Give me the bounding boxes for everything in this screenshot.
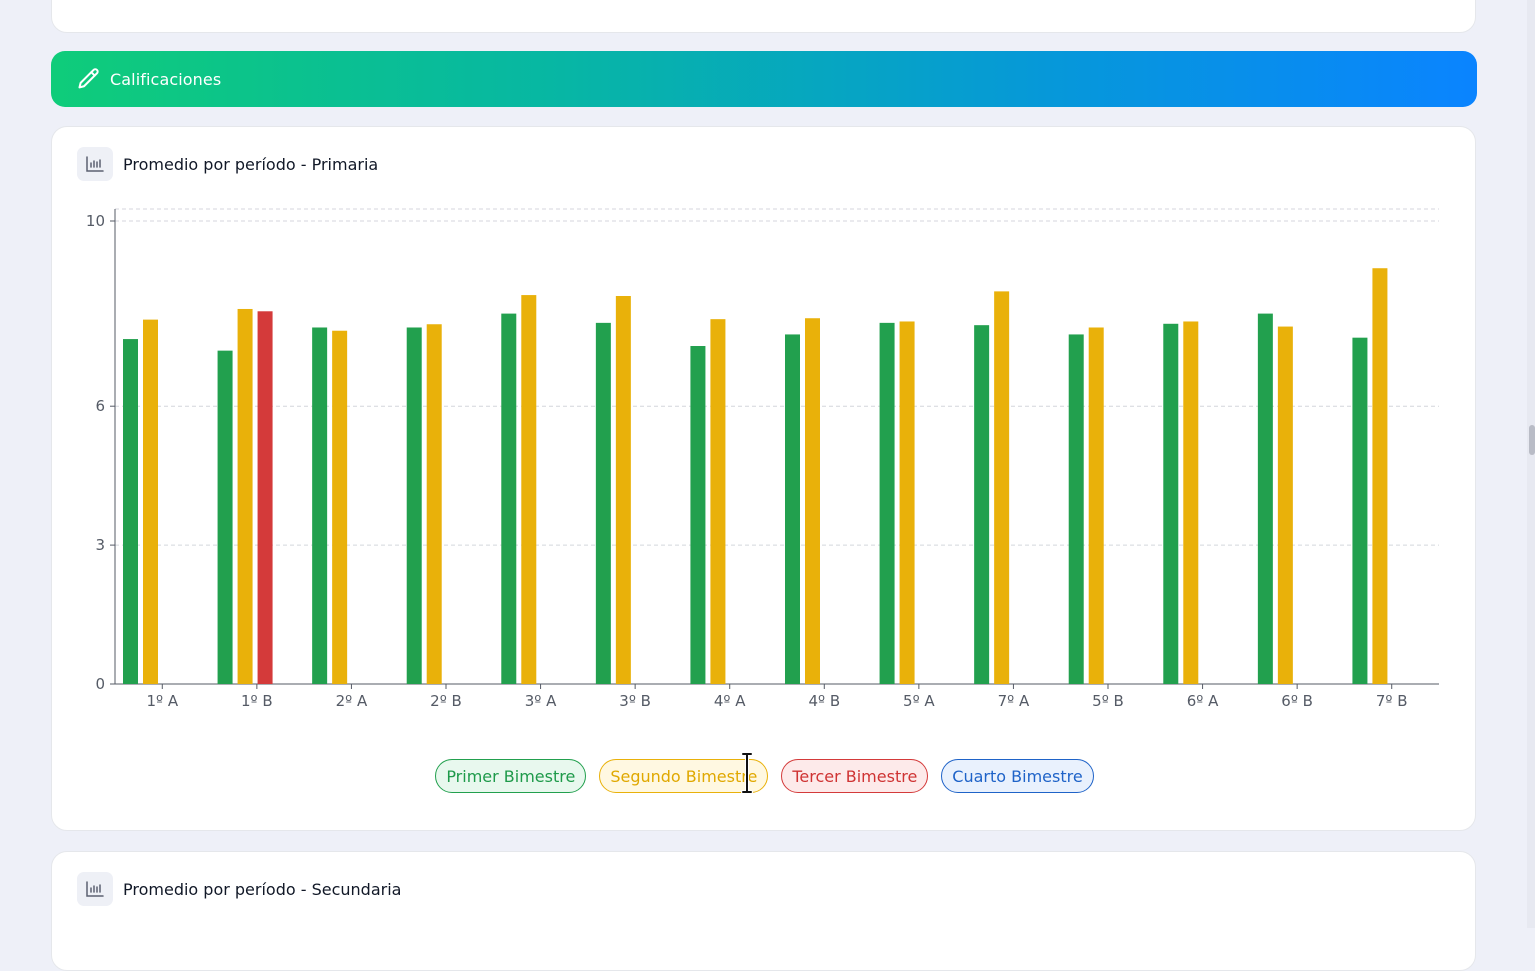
x-tick-label: 2º B bbox=[430, 692, 462, 710]
chart-title: Promedio por período - Secundaria bbox=[123, 879, 402, 899]
bar-segundo-bimestre bbox=[899, 321, 915, 684]
legend-primer-bimestre[interactable]: Primer Bimestre bbox=[435, 759, 587, 793]
bar-segundo-bimestre bbox=[994, 291, 1010, 684]
x-tick-label: 7º B bbox=[1376, 692, 1408, 710]
pencil-icon bbox=[75, 66, 102, 93]
bar-primer-bimestre bbox=[595, 322, 611, 684]
bar-segundo-bimestre bbox=[332, 330, 348, 684]
bar-segundo-bimestre bbox=[521, 295, 537, 684]
x-tick-label: 7º A bbox=[998, 692, 1030, 710]
bar-primer-bimestre bbox=[501, 313, 517, 684]
chart-card-header: Promedio por período - Secundaria bbox=[77, 872, 401, 906]
y-tick-label: 0 bbox=[95, 675, 105, 693]
bar-segundo-bimestre bbox=[805, 318, 820, 684]
bar-primer-bimestre bbox=[785, 334, 800, 684]
x-tick-label: 1º A bbox=[146, 692, 178, 710]
chart-legend: Primer Bimestre Segundo Bimestre Tercer … bbox=[52, 759, 1477, 793]
x-tick-label: 1º B bbox=[241, 692, 273, 710]
legend-label: Cuarto Bimestre bbox=[952, 766, 1083, 786]
grades-banner: Calificaciones bbox=[51, 51, 1477, 107]
x-tick-label: 3º A bbox=[525, 692, 557, 710]
bar-primer-bimestre bbox=[406, 327, 422, 684]
legend-label: Primer Bimestre bbox=[446, 766, 576, 786]
legend-tercer-bimestre[interactable]: Tercer Bimestre bbox=[781, 759, 929, 793]
bar-segundo-bimestre bbox=[1372, 268, 1388, 684]
bar-primer-bimestre bbox=[312, 327, 328, 684]
legend-label: Segundo Bimestre bbox=[610, 766, 758, 786]
bar-segundo-bimestre bbox=[237, 308, 253, 684]
x-tick-label: 3º B bbox=[619, 692, 651, 710]
x-tick-label: 4º A bbox=[714, 692, 746, 710]
bar-primer-bimestre bbox=[974, 325, 990, 684]
legend-cuarto-bimestre[interactable]: Cuarto Bimestre bbox=[941, 759, 1094, 793]
previous-card bbox=[51, 0, 1476, 33]
bar-chart-icon bbox=[77, 872, 113, 906]
chart-card-header: Promedio por período - Primaria bbox=[77, 147, 378, 181]
legend-label: Tercer Bimestre bbox=[792, 766, 918, 786]
bar-primer-bimestre bbox=[1068, 334, 1084, 684]
bar-segundo-bimestre bbox=[1277, 326, 1293, 684]
y-tick-label: 3 bbox=[95, 536, 105, 554]
scrollbar-thumb[interactable] bbox=[1529, 425, 1535, 455]
chart-card-secondary: Promedio por período - Secundaria bbox=[51, 851, 1476, 971]
bar-primer-bimestre bbox=[690, 346, 706, 684]
legend-segundo-bimestre[interactable]: Segundo Bimestre bbox=[599, 759, 769, 793]
bar-segundo-bimestre bbox=[426, 324, 442, 684]
bar-segundo-bimestre bbox=[615, 296, 631, 684]
bar-segundo-bimestre bbox=[1088, 327, 1104, 684]
bar-segundo-bimestre bbox=[710, 319, 726, 684]
x-tick-label: 4º B bbox=[808, 692, 840, 710]
x-tick-label: 5º B bbox=[1092, 692, 1124, 710]
banner-title: Calificaciones bbox=[110, 69, 222, 89]
x-tick-label: 6º A bbox=[1187, 692, 1219, 710]
bar-primer-bimestre bbox=[1163, 323, 1179, 684]
x-tick-label: 2º A bbox=[336, 692, 368, 710]
y-tick-label: 6 bbox=[95, 397, 105, 415]
chart-card-primary: Promedio por período - Primaria 0 3 6 10 1º … bbox=[51, 126, 1476, 831]
scrollbar-track[interactable] bbox=[1527, 0, 1535, 928]
bar-tercer-bimestre bbox=[257, 311, 273, 684]
bar-segundo-bimestre bbox=[1183, 321, 1199, 684]
text-cursor-icon bbox=[741, 752, 753, 794]
bar-primer-bimestre bbox=[1257, 313, 1273, 684]
chart-title: Promedio por período - Primaria bbox=[123, 154, 379, 174]
bar-primer-bimestre bbox=[879, 322, 895, 684]
x-tick-label: 6º B bbox=[1281, 692, 1313, 710]
bar-primer-bimestre bbox=[217, 350, 233, 684]
bar-chart: 0 3 6 10 1º A 1º B 2º A 2º B 3º A 3º B 4º A 4º B 5º … bbox=[86, 208, 1439, 710]
bar-primer-bimestre bbox=[1352, 337, 1368, 684]
y-tick-label: 10 bbox=[86, 212, 105, 230]
bar-chart-icon bbox=[77, 147, 113, 181]
bar-segundo-bimestre bbox=[143, 319, 158, 684]
x-tick-label: 5º A bbox=[903, 692, 935, 710]
bar-primer-bimestre bbox=[123, 339, 138, 684]
